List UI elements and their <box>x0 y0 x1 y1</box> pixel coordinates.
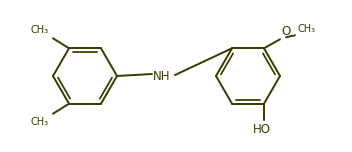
Text: NH: NH <box>153 69 171 83</box>
Text: O: O <box>281 25 290 38</box>
Text: CH₃: CH₃ <box>297 24 315 34</box>
Text: HO: HO <box>253 123 271 136</box>
Text: CH₃: CH₃ <box>31 25 49 35</box>
Text: CH₃: CH₃ <box>31 117 49 127</box>
